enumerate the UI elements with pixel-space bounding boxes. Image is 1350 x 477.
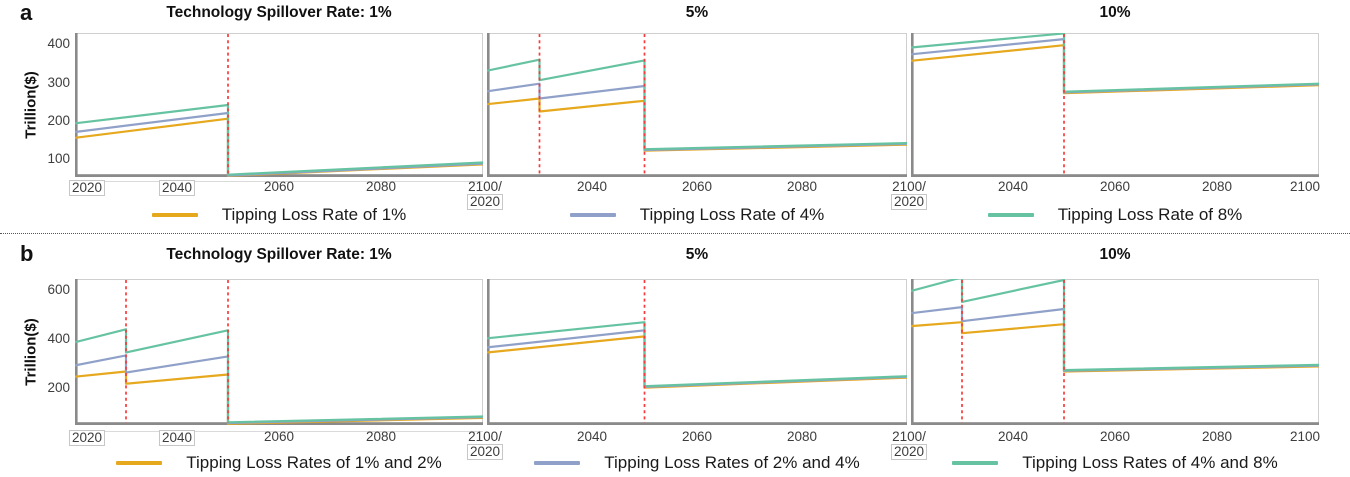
x-axis-tick-label: 2080 xyxy=(1201,179,1233,194)
x-axis-tick-label: 2100 xyxy=(1289,179,1321,194)
y-axis-tick-label: 400 xyxy=(47,36,70,52)
boundary-label-top: 2100/ xyxy=(892,429,926,444)
x-axis-tick-label: 2080 xyxy=(786,179,818,194)
row-label-a: a xyxy=(20,0,33,25)
line-chart-canvas xyxy=(911,33,1319,177)
legend-label: Tipping Loss Rates of 1% and 2% xyxy=(186,453,442,472)
x-axis-tick-label: 2040 xyxy=(997,429,1029,444)
axis-boundary-label: 2100/2020 xyxy=(890,429,928,460)
line-chart-canvas xyxy=(911,279,1319,425)
legend-label: Tipping Loss Rate of 4% xyxy=(639,205,825,224)
panel-title: Technology Spillover Rate: 1% xyxy=(166,4,392,21)
line-chart-canvas xyxy=(487,279,907,425)
panel-title: 10% xyxy=(1099,4,1131,21)
plot-panel xyxy=(911,33,1319,177)
legend-line-swatch-green xyxy=(952,461,999,465)
series-line-green xyxy=(911,33,1319,93)
axis-boundary-label: 2100/2020 xyxy=(466,179,504,210)
series-line-blue xyxy=(75,354,483,425)
series-line-green xyxy=(487,321,907,388)
x-axis-tick-label: 2060 xyxy=(681,179,713,194)
legend-line-swatch-gold xyxy=(151,213,198,217)
boundary-label-bottom: 2020 xyxy=(890,444,928,460)
line-chart-canvas xyxy=(75,279,483,425)
line-chart-canvas xyxy=(487,33,907,177)
boundary-label-top: 2100/ xyxy=(892,179,926,194)
legend-line-swatch-blue xyxy=(534,461,581,465)
panel-title: 5% xyxy=(685,4,709,21)
row-label-b: b xyxy=(20,241,34,266)
x-axis-tick-label: 2020 xyxy=(68,430,106,446)
tick-label-strip-line xyxy=(75,431,483,432)
plot-panel xyxy=(487,33,907,177)
y-axis-tick-label: 100 xyxy=(47,150,70,166)
x-axis-tick-label: 2060 xyxy=(263,179,295,194)
series-line-gold xyxy=(911,321,1319,373)
x-axis-tick-label: 2040 xyxy=(158,180,196,196)
x-axis-tick-label: 2060 xyxy=(1099,179,1131,194)
y-axis-tick-label: 200 xyxy=(47,112,70,128)
legend-line-swatch-gold xyxy=(116,461,163,465)
series-line-blue xyxy=(911,306,1319,372)
legend-item: Tipping Loss Rates of 1% and 2% xyxy=(75,451,483,475)
x-axis-tick-label: 2020 xyxy=(68,180,106,196)
boundary-label-bottom: 2020 xyxy=(466,444,504,460)
y-axis-tick-label: 200 xyxy=(47,379,70,395)
legend-item: Tipping Loss Rate of 4% xyxy=(487,203,907,227)
panel-title: 10% xyxy=(1099,246,1131,263)
x-axis-tick-label: 2060 xyxy=(263,429,295,444)
series-line-green xyxy=(911,279,1319,372)
legend-label: Tipping Loss Rate of 1% xyxy=(221,205,407,224)
x-axis-tick-label: 2040 xyxy=(158,430,196,446)
x-axis-tick-label: 2080 xyxy=(365,429,397,444)
legend-item: Tipping Loss Rates of 4% and 8% xyxy=(911,451,1319,475)
x-axis-tick-label: 2060 xyxy=(1099,429,1131,444)
legend-label: Tipping Loss Rate of 8% xyxy=(1057,205,1243,224)
axis-boundary-label: 2100/2020 xyxy=(890,179,928,210)
x-axis-tick-label: 2040 xyxy=(576,429,608,444)
boundary-label-bottom: 2020 xyxy=(466,194,504,210)
x-axis-tick-label: 2080 xyxy=(1201,429,1233,444)
legend-item: Tipping Loss Rates of 2% and 4% xyxy=(487,451,907,475)
plot-panel xyxy=(487,279,907,425)
legend-item: Tipping Loss Rate of 1% xyxy=(75,203,483,227)
panel-title: Technology Spillover Rate: 1% xyxy=(166,246,392,263)
x-axis-tick-label: 2100 xyxy=(1289,429,1321,444)
legend-line-swatch-green xyxy=(987,213,1034,217)
legend-line-swatch-blue xyxy=(569,213,616,217)
line-chart-canvas xyxy=(75,33,483,177)
x-axis-tick-label: 2040 xyxy=(576,179,608,194)
series-line-gold xyxy=(75,370,483,425)
plot-panel xyxy=(75,279,483,425)
y-axis-tick-label: 600 xyxy=(47,281,70,297)
x-axis-tick-label: 2060 xyxy=(681,429,713,444)
series-line-green xyxy=(487,58,907,151)
y-axis-tick-label: 300 xyxy=(47,74,70,90)
x-axis-tick-label: 2040 xyxy=(997,179,1029,194)
panel-title: 5% xyxy=(685,246,709,263)
tick-label-strip-line xyxy=(75,181,483,182)
boundary-label-bottom: 2020 xyxy=(890,194,928,210)
axis-boundary-label: 2100/2020 xyxy=(466,429,504,460)
legend-item: Tipping Loss Rate of 8% xyxy=(911,203,1319,227)
legend-label: Tipping Loss Rates of 2% and 4% xyxy=(604,453,860,472)
row-divider-dotted-line xyxy=(0,233,1350,234)
boundary-label-top: 2100/ xyxy=(468,179,502,194)
x-axis-tick-label: 2080 xyxy=(786,429,818,444)
plot-panel xyxy=(911,279,1319,425)
x-axis-tick-label: 2080 xyxy=(365,179,397,194)
legend-label: Tipping Loss Rates of 4% and 8% xyxy=(1022,453,1278,472)
plot-panel xyxy=(75,33,483,177)
boundary-label-top: 2100/ xyxy=(468,429,502,444)
y-axis-tick-label: 400 xyxy=(47,330,70,346)
series-line-green xyxy=(75,328,483,424)
